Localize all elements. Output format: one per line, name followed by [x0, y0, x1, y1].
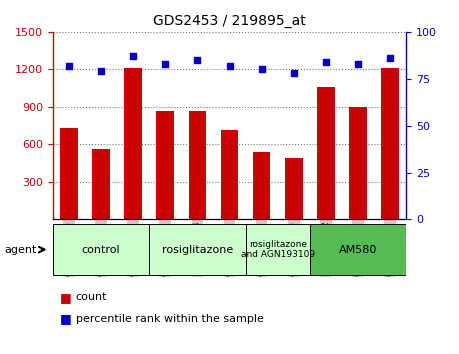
Bar	[317, 87, 335, 219]
Point	[386, 55, 394, 61]
Text: rosiglitazone: rosiglitazone	[162, 245, 233, 255]
Bar	[189, 111, 206, 219]
FancyBboxPatch shape	[53, 224, 149, 275]
Point	[129, 53, 137, 59]
Text: rosiglitazone
and AGN193109: rosiglitazone and AGN193109	[241, 240, 315, 259]
Title: GDS2453 / 219895_at: GDS2453 / 219895_at	[153, 14, 306, 28]
Bar	[381, 68, 399, 219]
Point	[354, 61, 362, 67]
Text: ■: ■	[60, 312, 72, 325]
FancyBboxPatch shape	[246, 224, 310, 275]
Text: agent: agent	[5, 245, 37, 255]
Text: control: control	[82, 245, 120, 255]
FancyBboxPatch shape	[310, 224, 406, 275]
Bar	[253, 152, 270, 219]
Bar	[124, 68, 142, 219]
Point	[258, 67, 265, 72]
Point	[290, 70, 297, 76]
Text: AM580: AM580	[339, 245, 377, 255]
Point	[194, 57, 201, 63]
Bar	[60, 128, 78, 219]
Bar	[349, 107, 367, 219]
Bar	[157, 111, 174, 219]
Point	[162, 61, 169, 67]
FancyBboxPatch shape	[149, 224, 246, 275]
Bar	[92, 149, 110, 219]
Bar	[221, 130, 238, 219]
Point	[226, 63, 233, 68]
Point	[65, 63, 73, 68]
Point	[97, 68, 105, 74]
Point	[322, 59, 330, 65]
Text: count: count	[76, 292, 107, 302]
Text: ■: ■	[60, 291, 72, 304]
Text: percentile rank within the sample: percentile rank within the sample	[76, 314, 263, 324]
Bar	[285, 158, 302, 219]
